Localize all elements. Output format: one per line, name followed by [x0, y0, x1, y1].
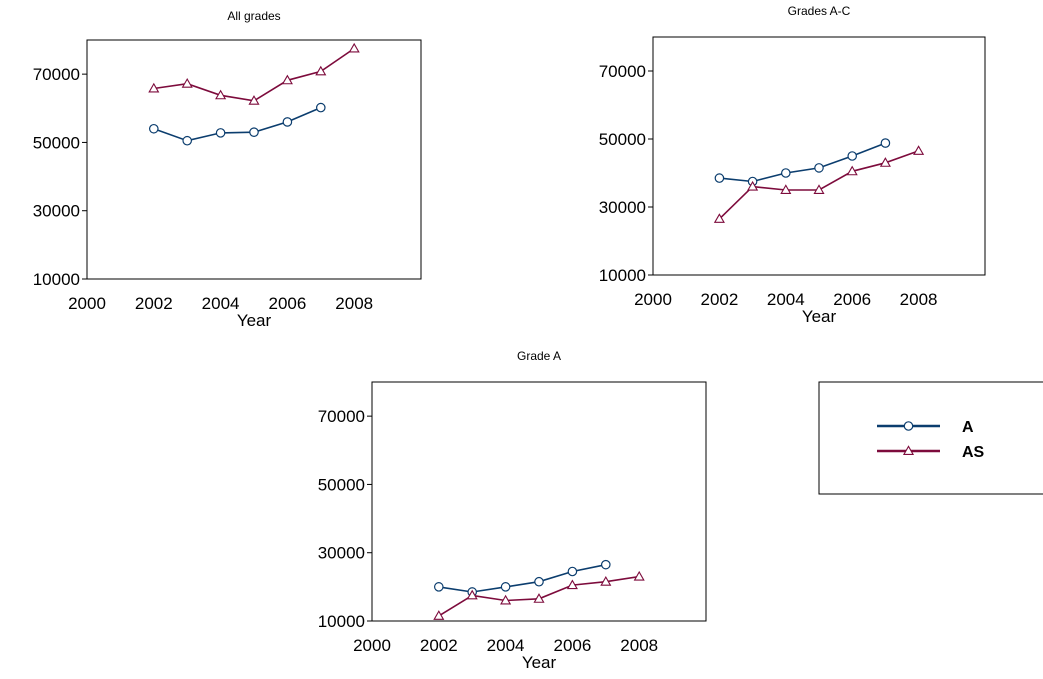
y-tick-label: 10000 [33, 270, 80, 289]
legend-marker-a [903, 421, 914, 431]
series-as [148, 42, 360, 105]
data-point-a [433, 582, 444, 592]
plot-frame [86, 39, 422, 280]
data-point-as [566, 579, 578, 590]
x-tick-label: 2006 [553, 636, 591, 655]
data-point-as [348, 42, 360, 53]
legend-label: A [962, 419, 974, 436]
y-tick-label: 70000 [599, 62, 646, 81]
x-tick-label: 2000 [634, 290, 672, 309]
legend: A AS [818, 381, 1043, 495]
legend-label: AS [962, 444, 985, 461]
y-tick-label: 30000 [33, 202, 80, 221]
x-axis-label: Year [802, 307, 837, 326]
data-point-a [600, 559, 611, 570]
chart-panel-all-grades: All grades 10000 30000 50000 70000 2000 2002 20… [33, 9, 422, 330]
data-point-a [780, 168, 791, 178]
data-point-a [500, 582, 511, 592]
y-tick-label: 10000 [599, 266, 646, 285]
chart-panel-grades-a-c: Grades A-C 10000 30000 50000 70000 2000 2002 20… [599, 4, 986, 326]
x-axis-label: Year [237, 311, 272, 330]
x-tick-label: 2004 [767, 290, 805, 309]
data-point-as [148, 82, 160, 93]
data-point-as [747, 180, 759, 191]
legend-item-a: A [877, 419, 974, 436]
x-tick-label: 2000 [353, 636, 391, 655]
data-point-as [215, 89, 227, 100]
legend-box [818, 381, 1043, 495]
x-tick-label: 2008 [620, 636, 658, 655]
x-tick-label: 2004 [202, 294, 240, 313]
chart-title: All grades [227, 9, 280, 23]
legend-marker-as [902, 445, 915, 456]
y-tick-label: 70000 [33, 65, 80, 84]
data-point-a [880, 138, 891, 148]
x-tick-label: 2002 [700, 290, 738, 309]
data-point-as [913, 145, 925, 155]
data-point-as [248, 95, 260, 105]
data-point-a [282, 117, 293, 127]
y-tick-label: 30000 [318, 544, 365, 563]
data-point-as [813, 184, 825, 194]
x-tick-label: 2004 [487, 636, 525, 655]
data-point-a [315, 102, 326, 113]
data-point-as [713, 213, 725, 223]
data-point-as [500, 594, 512, 605]
data-point-a [567, 566, 578, 577]
x-tick-label: 2002 [420, 636, 458, 655]
x-tick-label: 2008 [335, 294, 373, 313]
y-tick-label: 70000 [318, 407, 365, 426]
plot-frame [652, 36, 986, 276]
data-point-as [433, 610, 445, 620]
x-axis-label: Year [522, 653, 557, 672]
y-tick-label: 30000 [599, 198, 646, 217]
y-tick-label: 50000 [599, 130, 646, 149]
data-point-as [846, 165, 858, 176]
data-point-as [633, 570, 645, 581]
data-point-a [249, 127, 259, 137]
series-line-a [153, 106, 322, 142]
legend-item-as: AS [877, 444, 985, 461]
x-tick-label: 2006 [833, 290, 871, 309]
y-tick-label: 50000 [33, 133, 80, 152]
x-tick-label: 2006 [268, 294, 306, 313]
data-point-as [281, 74, 293, 85]
data-point-as [181, 77, 193, 88]
x-tick-label: 2008 [900, 290, 938, 309]
data-point-a [814, 163, 824, 173]
data-point-a [215, 128, 226, 138]
data-point-as [466, 589, 478, 600]
data-point-a [182, 135, 192, 146]
x-tick-label: 2002 [135, 294, 173, 313]
y-tick-label: 50000 [318, 475, 365, 494]
x-tick-label: 2000 [68, 294, 106, 313]
chart-title: Grades A-C [788, 4, 851, 18]
data-point-as [780, 184, 792, 194]
data-point-a [149, 123, 159, 134]
series-line-a [719, 142, 886, 183]
plot-frame [371, 381, 707, 622]
chart-panel-grade-a: Grade A 10000 30000 50000 70000 2000 2002 2004 2… [318, 349, 707, 672]
y-tick-label: 10000 [318, 612, 365, 631]
series-line-a [438, 563, 606, 593]
data-point-as [600, 576, 612, 586]
data-point-as [533, 593, 545, 603]
series-as [433, 570, 645, 620]
series-a [149, 102, 326, 146]
chart-title: Grade A [517, 349, 561, 363]
data-point-as [315, 65, 327, 76]
data-point-a [534, 576, 544, 587]
data-point-as [879, 157, 891, 167]
data-point-a [714, 173, 725, 183]
series-a [433, 559, 611, 597]
series-as [713, 145, 925, 223]
data-point-a [847, 151, 857, 161]
series-a [714, 138, 891, 187]
